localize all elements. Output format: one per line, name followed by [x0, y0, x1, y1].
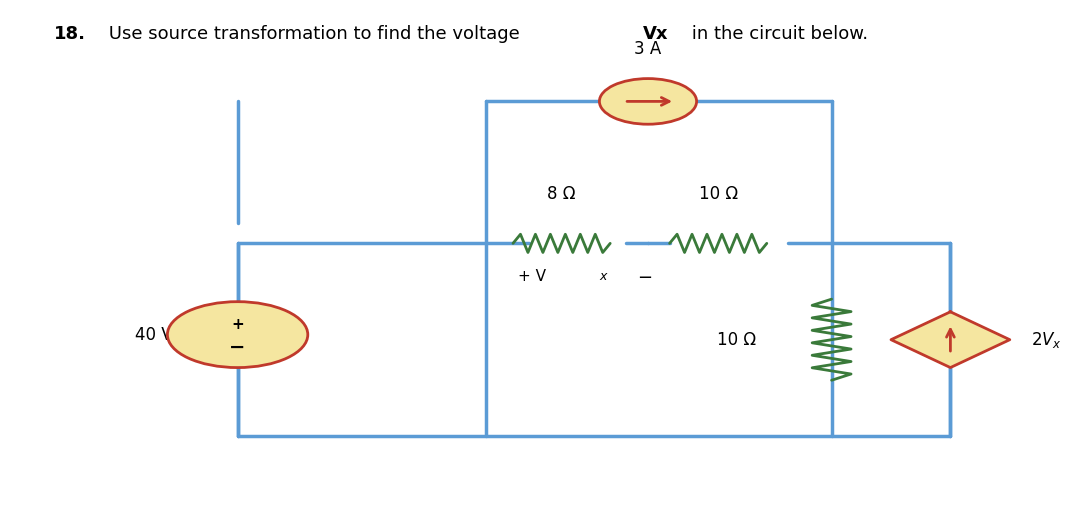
Text: 3 A: 3 A [634, 40, 662, 58]
Text: Vx: Vx [643, 25, 669, 44]
Text: + V: + V [518, 269, 546, 284]
Text: 18.: 18. [54, 25, 86, 44]
Text: 8 Ω: 8 Ω [548, 185, 576, 203]
Text: in the circuit below.: in the circuit below. [686, 25, 868, 44]
Text: +: + [231, 317, 244, 332]
Text: x: x [599, 270, 607, 283]
Text: −: − [229, 338, 246, 357]
Circle shape [599, 79, 697, 124]
Circle shape [167, 302, 308, 368]
Text: 40 V: 40 V [135, 325, 173, 344]
Polygon shape [891, 312, 1010, 368]
Text: $2V_x$: $2V_x$ [1031, 330, 1063, 350]
Text: 10 Ω: 10 Ω [699, 185, 738, 203]
Text: Use source transformation to find the voltage: Use source transformation to find the vo… [103, 25, 525, 44]
Text: 10 Ω: 10 Ω [717, 331, 756, 349]
Text: −: − [637, 269, 652, 287]
